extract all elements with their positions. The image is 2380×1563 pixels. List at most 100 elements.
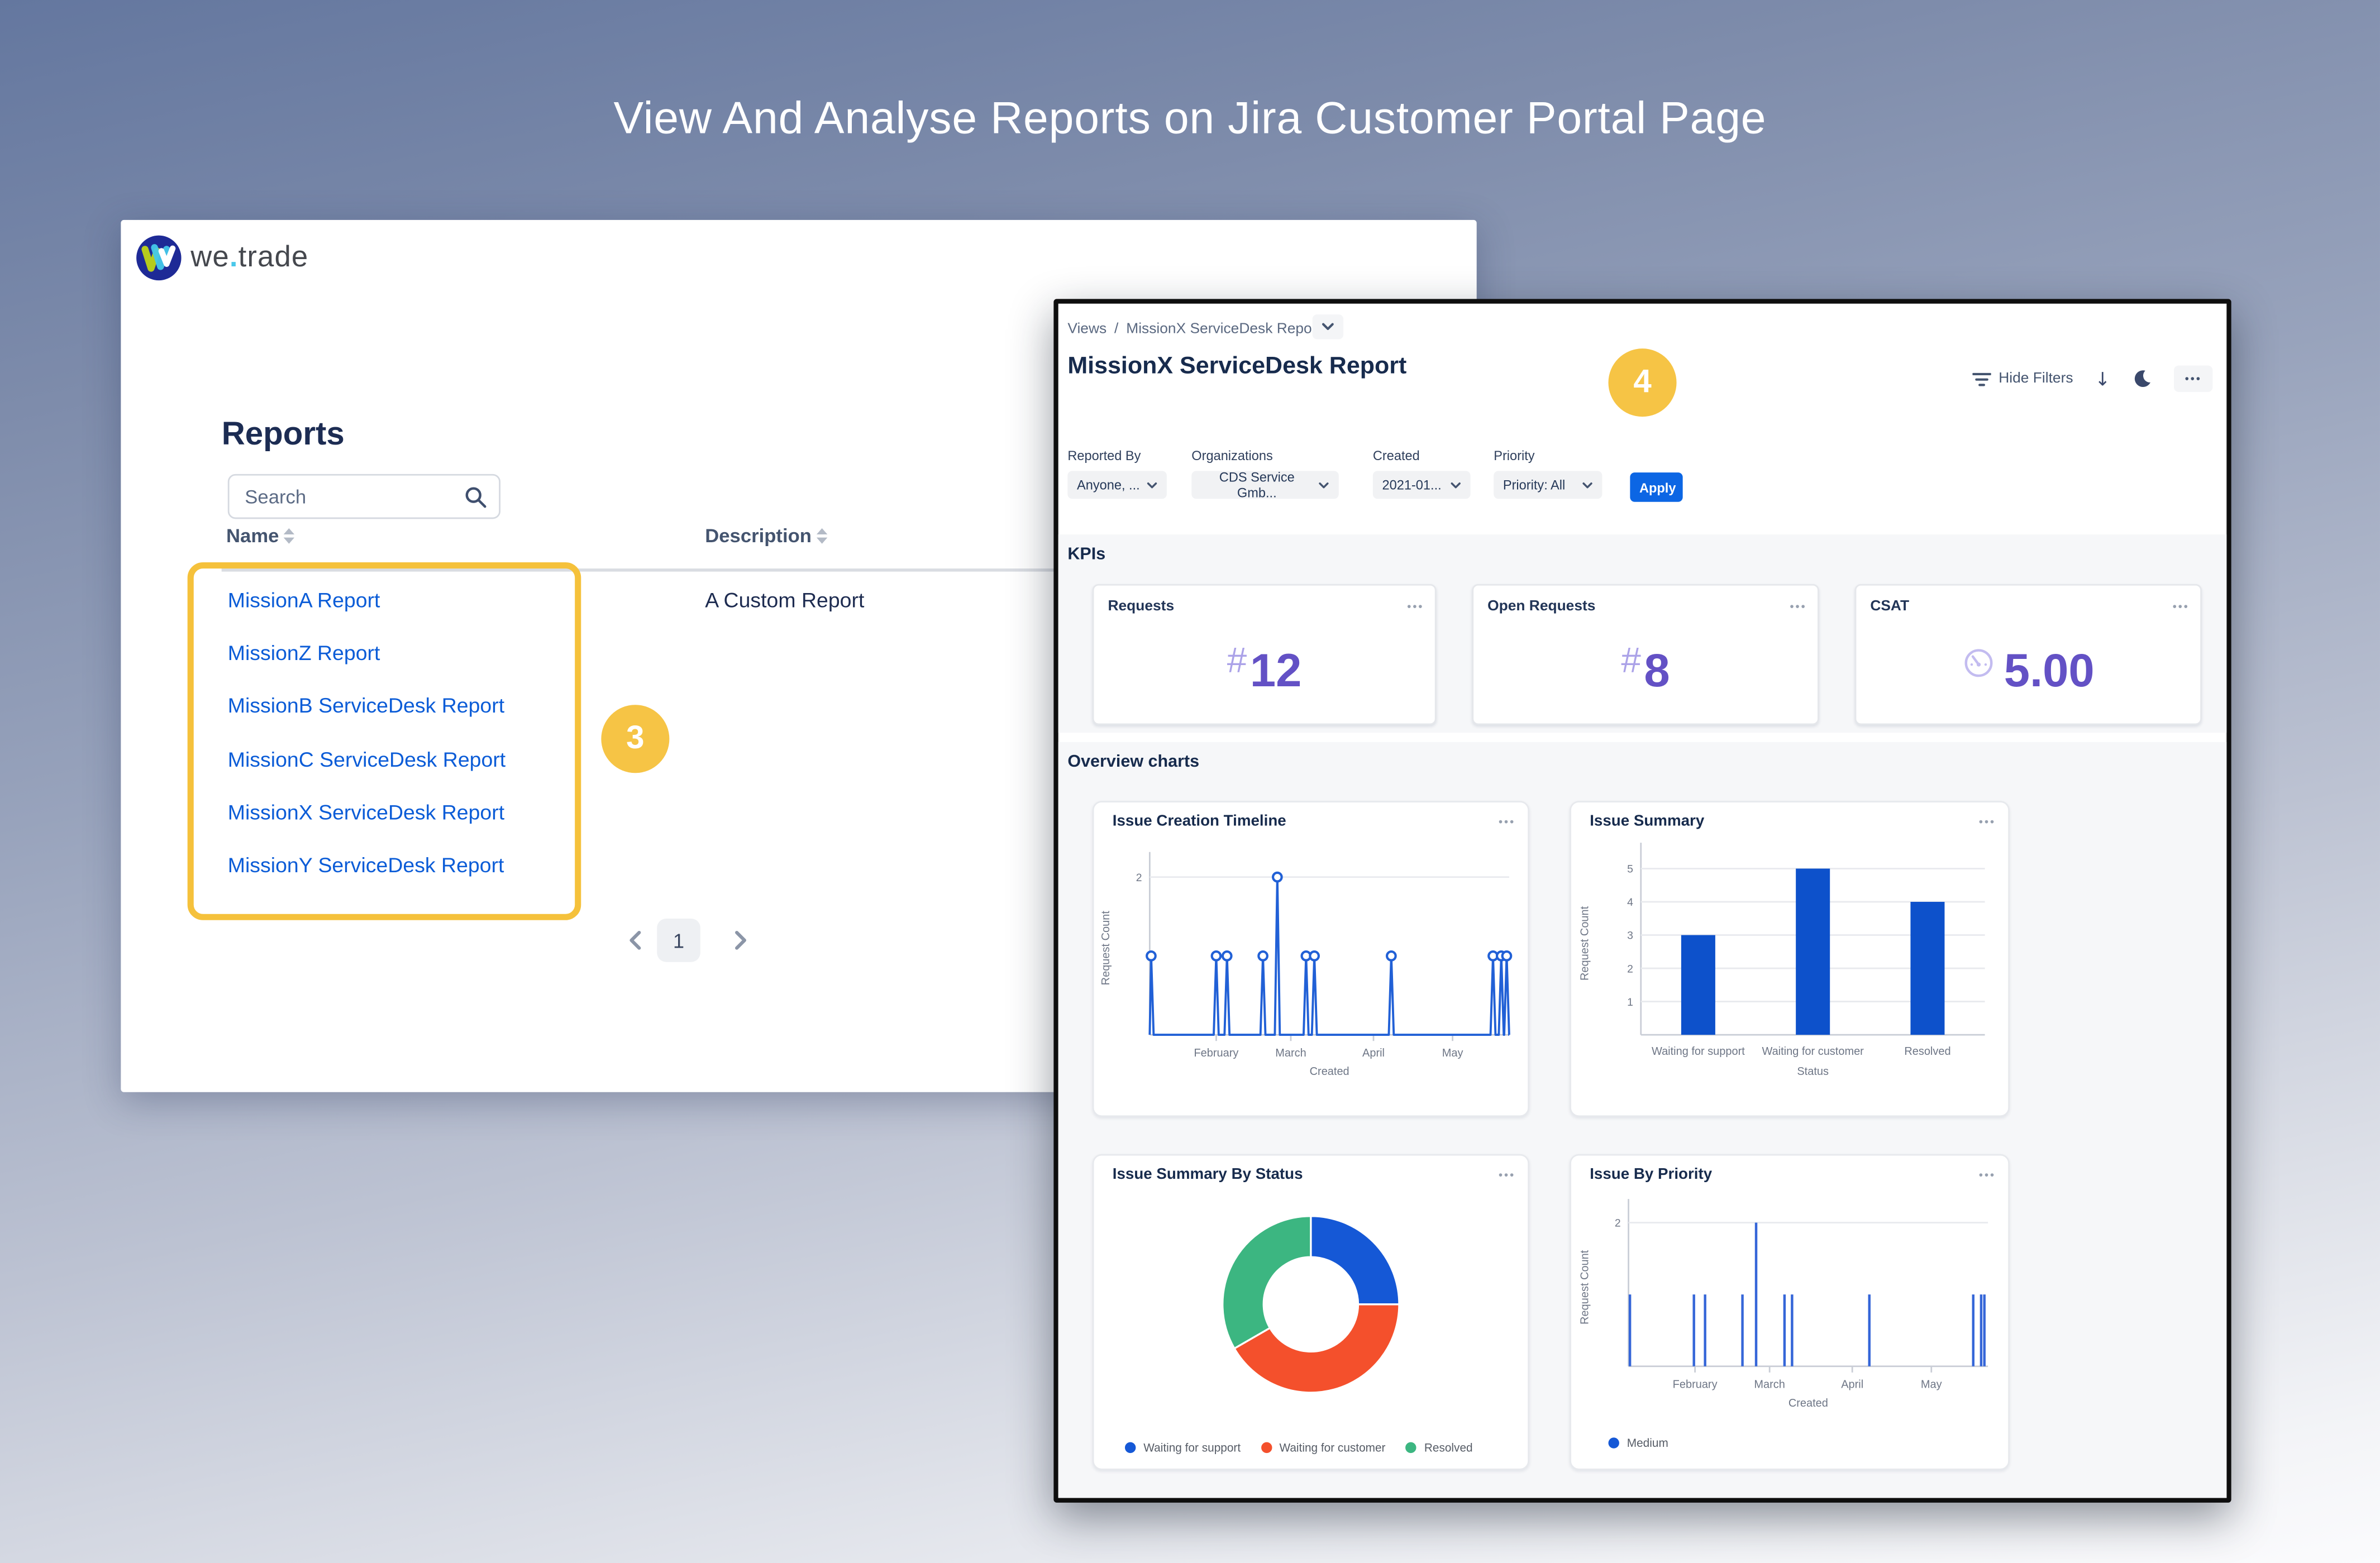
chart-title: Issue Summary <box>1590 813 1705 830</box>
kpis-panel: KPIs Requests ••• # 12 Open Requests •••… <box>1058 534 2227 733</box>
chart-more-button[interactable]: ••• <box>1978 1168 1996 1182</box>
svg-text:Waiting for support: Waiting for support <box>1652 1045 1745 1058</box>
kpi-more-button[interactable]: ••• <box>1790 599 1807 614</box>
kpi-title: CSAT <box>1870 598 1910 615</box>
svg-text:March: March <box>1275 1047 1306 1059</box>
svg-text:1: 1 <box>1627 996 1633 1008</box>
chart-more-button[interactable]: ••• <box>1498 1168 1516 1182</box>
dashboard-title: MissionX ServiceDesk Report <box>1067 353 1407 380</box>
report-link-missionb[interactable]: MissionB ServiceDesk Report <box>227 694 505 718</box>
dark-mode-button[interactable] <box>2132 369 2152 389</box>
svg-text:May: May <box>1442 1047 1463 1059</box>
reported-by-dropdown[interactable]: Anyone, ... <box>1067 471 1167 499</box>
filter-label: Organizations <box>1191 447 1273 463</box>
issue-by-priority-plot[interactable]: 2 February March April May Created Request Cou… <box>1573 1189 2007 1416</box>
breadcrumb-views-link[interactable]: Views <box>1067 321 1107 338</box>
chevron-left-icon <box>629 930 641 950</box>
issue-summary-by-status-card: Issue Summary By Status ••• Waiting for … <box>1092 1154 1530 1470</box>
step-badge-3: 3 <box>601 705 670 773</box>
view-switcher-dropdown[interactable] <box>1312 314 1344 340</box>
kpi-card-csat: CSAT ••• 5.00 <box>1854 584 2202 725</box>
legend-dot-orange <box>1261 1442 1272 1454</box>
search-icon <box>465 486 487 507</box>
overview-charts-panel: Overview charts Issue Creation Timeline … <box>1058 742 2227 1498</box>
table-header-description[interactable]: Description <box>705 525 827 547</box>
brand-name: we.trade <box>190 241 309 274</box>
svg-text:February: February <box>1194 1047 1238 1059</box>
chart-title: Issue Summary By Status <box>1112 1166 1303 1184</box>
chevron-down-icon <box>1147 481 1157 488</box>
legend-item-resolved[interactable]: Resolved <box>1405 1441 1473 1455</box>
legend-item-waiting-support[interactable]: Waiting for support <box>1124 1441 1241 1455</box>
breadcrumb-separator: / <box>1114 321 1119 338</box>
svg-text:Request Count: Request Count <box>1100 911 1112 986</box>
apply-filters-button[interactable]: Apply <box>1630 472 1683 502</box>
moon-icon <box>2134 370 2151 388</box>
chart-more-button[interactable]: ••• <box>1978 815 1996 829</box>
pagination-next-button[interactable] <box>728 928 753 953</box>
legend-item-waiting-customer[interactable]: Waiting for customer <box>1261 1441 1386 1455</box>
wetrade-logo: we.trade <box>136 235 309 281</box>
filter-reported-by: Reported By Anyone, ... <box>1067 448 1167 499</box>
servicedesk-dashboard-window: Views / MissionX ServiceDesk Report Miss… <box>1053 299 2231 1503</box>
svg-text:2: 2 <box>1136 872 1142 884</box>
export-button[interactable]: ↓ <box>2095 368 2110 390</box>
organizations-dropdown[interactable]: CDS Service Gmb... <box>1191 470 1339 500</box>
report-link-missionz[interactable]: MissionZ Report <box>227 641 380 665</box>
svg-text:March: March <box>1754 1379 1785 1391</box>
chevron-right-icon <box>735 930 746 950</box>
legend-dot-green <box>1405 1442 1416 1454</box>
table-header-name[interactable]: Name <box>226 525 295 547</box>
search-input-wrapper <box>227 474 501 519</box>
legend-item-medium[interactable]: Medium <box>1608 1436 1668 1450</box>
report-link-missiony[interactable]: MissionY ServiceDesk Report <box>227 853 504 877</box>
svg-text:5: 5 <box>1627 863 1633 876</box>
search-input[interactable] <box>241 484 456 509</box>
priority-legend: Medium <box>1608 1436 1668 1450</box>
created-dropdown[interactable]: 2021-01... <box>1372 471 1471 499</box>
chevron-down-icon <box>1451 481 1461 488</box>
dashboard-more-button[interactable]: ••• <box>2174 365 2213 392</box>
filter-label: Created <box>1372 447 1420 463</box>
issue-summary-plot[interactable]: 1 2 3 4 5 Status Request Count Waiting for supp… <box>1573 837 2007 1103</box>
kpi-more-button[interactable]: ••• <box>2172 599 2190 614</box>
report-description: A Custom Report <box>705 589 865 612</box>
kpi-card-open-requests: Open Requests ••• # 8 <box>1472 584 1819 725</box>
brand-dot: . <box>229 241 239 274</box>
kpi-more-button[interactable]: ••• <box>1407 599 1424 614</box>
priority-dropdown[interactable]: Priority: All <box>1494 471 1602 499</box>
hide-filters-button[interactable]: Hide Filters <box>1972 370 2073 388</box>
kpi-title: Open Requests <box>1487 598 1596 615</box>
chart-more-button[interactable]: ••• <box>1498 815 1516 829</box>
svg-text:Created: Created <box>1788 1397 1828 1409</box>
filter-created: Created 2021-01... <box>1372 447 1471 499</box>
pagination-prev-button[interactable] <box>623 928 647 953</box>
svg-text:Request Count: Request Count <box>1578 906 1591 981</box>
report-link-missionx[interactable]: MissionX ServiceDesk Report <box>227 801 505 824</box>
svg-text:Waiting for customer: Waiting for customer <box>1762 1045 1864 1058</box>
download-arrow-icon: ↓ <box>2095 367 2111 390</box>
kpi-title: Requests <box>1108 598 1175 615</box>
gauge-icon <box>1965 648 1993 676</box>
wetrade-logo-icon <box>136 235 182 281</box>
sort-icon <box>816 528 827 544</box>
reports-page-title: Reports <box>221 417 345 453</box>
overview-charts-section-title: Overview charts <box>1067 753 1200 772</box>
pagination-current-page[interactable]: 1 <box>657 919 700 962</box>
svg-text:April: April <box>1362 1047 1385 1059</box>
filter-icon <box>1972 372 1991 386</box>
svg-text:3: 3 <box>1627 930 1633 942</box>
svg-text:April: April <box>1841 1379 1863 1391</box>
status-donut-plot[interactable] <box>1094 1189 1528 1416</box>
kpis-section-title: KPIs <box>1067 545 1106 564</box>
svg-text:February: February <box>1673 1379 1718 1391</box>
issue-by-priority-card: Issue By Priority ••• 2 February March Apri… <box>1570 1154 2010 1470</box>
report-link-missiona[interactable]: MissionA Report <box>227 589 380 612</box>
legend-dot-blue <box>1124 1442 1136 1454</box>
filter-label: Priority <box>1494 447 1535 463</box>
issue-creation-timeline-plot[interactable]: 2 February March April May Created Request Cou… <box>1094 837 1528 1103</box>
report-link-missionc[interactable]: MissionC ServiceDesk Report <box>227 748 506 772</box>
table-header-divider <box>221 568 1449 572</box>
kpi-value: 5.00 <box>1856 626 2200 718</box>
